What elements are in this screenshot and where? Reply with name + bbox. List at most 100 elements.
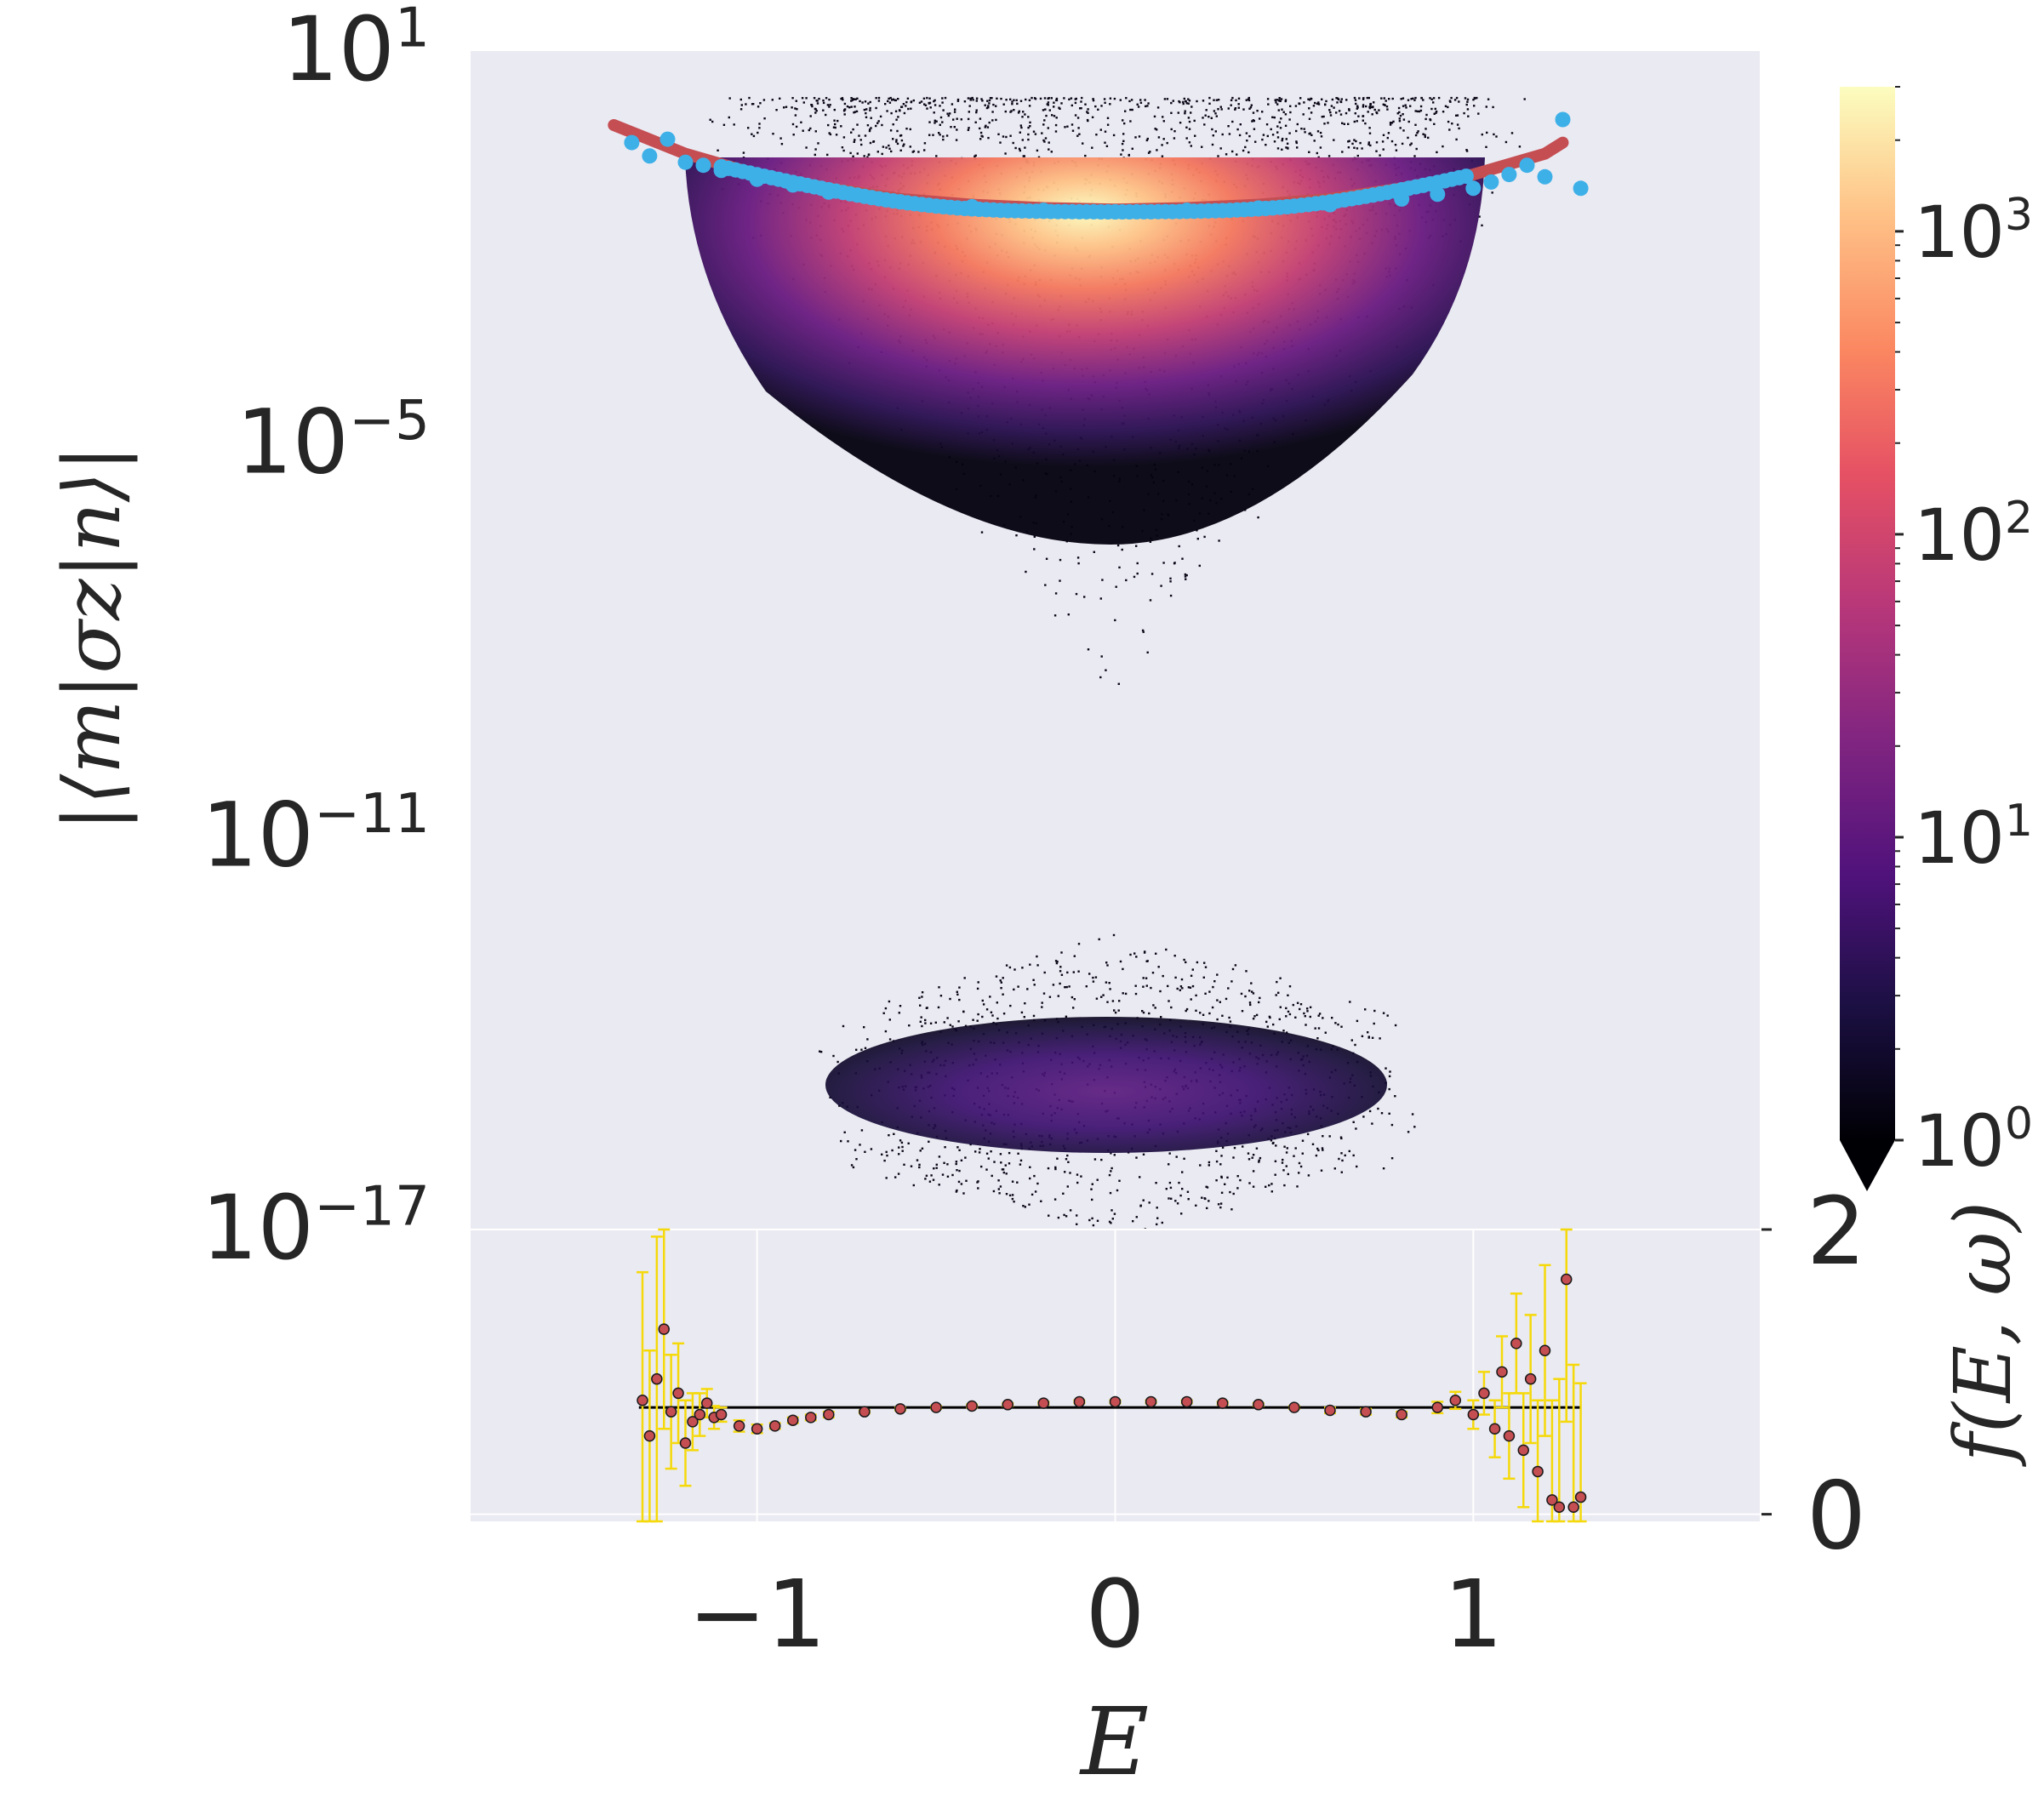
density-dot [1118,566,1121,569]
density-dot [1112,134,1116,137]
density-dot [903,1163,905,1166]
density-dot [1101,579,1104,581]
density-dot [949,112,951,115]
density-dot [1318,1013,1322,1015]
density-dot [1311,1143,1315,1145]
density-dot [1248,96,1250,100]
density-dot [1008,1194,1012,1197]
density-dot [1077,970,1080,973]
density-dot [898,1153,900,1155]
density-dot [1211,143,1214,146]
density-dot [898,109,901,111]
density-dot [1283,1184,1286,1187]
density-dot [1170,101,1173,105]
density-dot [1251,990,1253,993]
density-dot [1150,986,1152,990]
density-dot [1096,1219,1099,1222]
density-dot [1190,145,1192,147]
density-dot [1117,682,1120,685]
density-dot [1310,97,1312,100]
ratio-point [1360,1406,1372,1418]
density-dot [1237,97,1241,100]
density-dot [860,1048,863,1051]
density-dot [1407,99,1410,101]
ratio-point [1037,1397,1050,1409]
density-dot [865,111,867,115]
density-dot [864,1047,867,1049]
density-dot [1356,1019,1359,1023]
density-dot [1000,1161,1002,1164]
density-dot [991,1014,994,1017]
density-dot [1047,1167,1050,1170]
density-dot [1453,99,1457,101]
density-dot [1248,1001,1252,1004]
density-dot [1467,115,1470,117]
density-dot [1372,106,1374,108]
density-dot [1232,1156,1235,1159]
density-dot [1185,100,1187,103]
density-dot [1284,99,1287,101]
density-dot [1275,1144,1277,1147]
density-dot [1448,128,1451,131]
density-dot [1208,1200,1210,1202]
density-dot [1382,103,1385,106]
density-dot [1248,134,1251,138]
density-dot [956,128,958,131]
density-dot [867,153,871,157]
density-dot [1168,1181,1172,1184]
density-dot [975,111,978,114]
density-dot [1004,1164,1007,1167]
density-dot [1436,151,1438,154]
density-dot [1407,1131,1410,1133]
density-dot [1139,1176,1141,1178]
density-dot [819,1051,823,1053]
fit-series [608,111,1589,220]
density-dot [1042,139,1045,142]
density-dot [1265,123,1269,126]
density-dot [869,100,871,104]
density-dot [1135,1156,1138,1159]
density-dot [1041,1006,1043,1008]
density-dot [1205,109,1208,111]
density-dot [886,110,888,112]
density-dot [805,146,808,149]
density-dot [910,107,912,110]
density-dot [1347,123,1350,125]
density-dot [1179,989,1181,991]
density-dot [1308,151,1310,153]
density-dot [1371,1122,1373,1125]
density-dot [900,1141,904,1144]
density-dot [1069,1209,1072,1212]
density-dot [877,96,881,100]
density-dot [1146,651,1149,653]
density-dot [1327,155,1331,157]
density-dot [998,1192,1001,1195]
density-dot [1353,139,1356,141]
density-dot [1354,99,1357,101]
density-dot [1400,98,1402,100]
density-dot [1185,1007,1189,1011]
density-dot [1402,129,1405,132]
density-dot [1385,100,1387,102]
density-dot [923,149,926,151]
density-dot [1218,539,1220,542]
density-dot [1319,146,1322,149]
density-dot [1105,961,1108,964]
density-dot [1371,113,1373,116]
density-dot [1074,98,1076,100]
density-dot [1097,108,1099,111]
density-dot [992,103,995,106]
density-dot [1077,943,1081,945]
density-dot [1142,1011,1145,1014]
density-dot [1369,102,1372,106]
density-dot [1322,115,1325,118]
density-dot [1316,102,1319,106]
density-dot [1032,1014,1036,1018]
density-dot [1217,108,1219,111]
density-dot [1416,132,1419,134]
density-dot [1284,100,1287,103]
density-dot [1108,982,1110,984]
density-dot [1369,144,1372,147]
density-dot [958,986,961,989]
density-dot [1118,1000,1121,1002]
